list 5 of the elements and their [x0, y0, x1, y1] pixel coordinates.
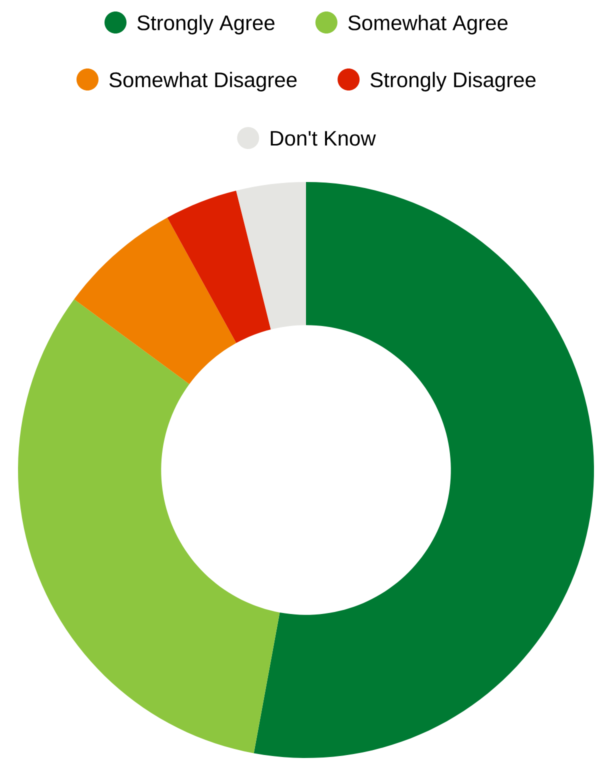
- legend-label: Don't Know: [270, 131, 376, 146]
- legend-label: Strongly Agree: [137, 14, 274, 34]
- legend-label: Somewhat Disagree: [109, 72, 297, 92]
- legend-label: Somewhat Agree: [348, 14, 508, 34]
- legend-label: Strongly Disagree: [370, 72, 536, 92]
